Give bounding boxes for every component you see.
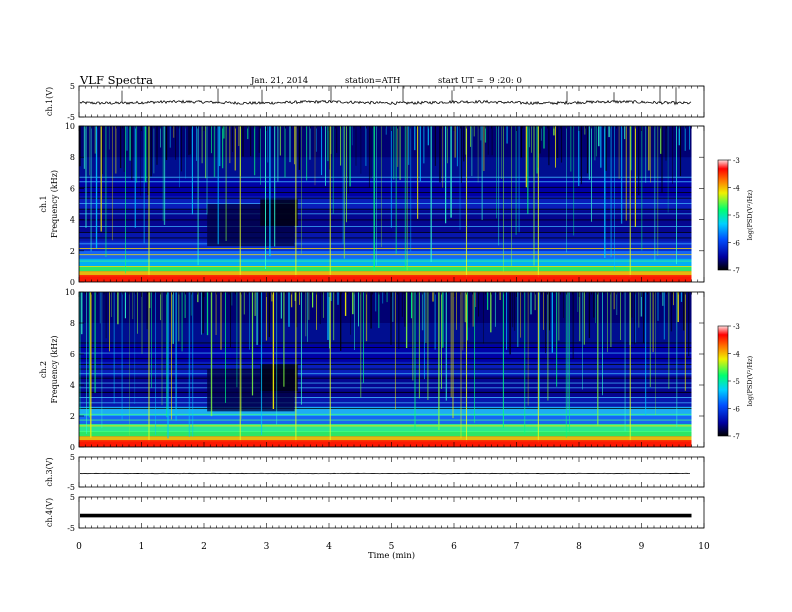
colorbar-tick-label: -6: [733, 240, 740, 248]
time-tick-label: 3: [264, 542, 270, 552]
frequency-band: [79, 431, 692, 437]
colorbar-tick-label: -5: [733, 378, 740, 386]
ch1-spectrogram-panel: 0 2 4 6 8 10 ch.1 Frequency (kHz): [39, 122, 705, 287]
ch2-spectrogram-panel: 0 2 4 6 8 10 ch.2 Frequency (kHz): [39, 288, 705, 452]
time-tick-label: 7: [514, 542, 520, 552]
colorbar-tick-label: -3: [733, 157, 740, 165]
station-label: station=ATH: [345, 76, 401, 86]
y-tick-label: -5: [67, 113, 75, 122]
start-time-label: start UT = 9 :20: 0: [438, 76, 522, 86]
lf-band: [79, 440, 692, 447]
colorbar-tick-label: -6: [733, 406, 740, 414]
ch1-waveform-panel: 5 -5 ch.1(V): [45, 82, 705, 122]
y-tick-label: 0: [70, 278, 75, 287]
y-tick-label: 0: [70, 443, 75, 452]
ch3-waveform-panel: 5 -5 ch.3(V): [45, 453, 705, 492]
colorbar-tick-label: -4: [733, 351, 740, 359]
y-tick-label: 8: [70, 153, 75, 162]
y-tick-label: -5: [67, 524, 75, 533]
y-tick-label: 5: [70, 82, 75, 91]
frequency-band: [79, 406, 692, 416]
chart-title: VLF Spectra: [80, 73, 154, 87]
frequency-band: [79, 423, 692, 432]
frequency-band: [79, 258, 692, 267]
colorbar-tick-label: -5: [733, 212, 740, 220]
y-tick-label: -5: [67, 483, 75, 492]
spectrogram-channel-label: ch.1: [39, 195, 48, 212]
ch1-colorbar: -3 -4 -5 -6 -7 log(PSD(V²/Hz): [717, 157, 754, 275]
time-tick-label: 0: [76, 542, 82, 552]
ch3-ylabel: ch.3(V): [45, 457, 54, 486]
frequency-band: [79, 266, 692, 272]
colorbar-tick-label: -7: [733, 267, 740, 275]
time-tick-label: 10: [698, 542, 710, 552]
colorbar-tick-label: -4: [733, 185, 740, 193]
frequency-band: [79, 157, 692, 180]
spectrogram-channel-label: ch.2: [39, 361, 48, 378]
y-tick-label: 4: [70, 216, 75, 225]
colorbar-label: log(PSD(V²/Hz): [746, 355, 754, 406]
frequency-band: [79, 232, 692, 242]
time-tick-label: 5: [389, 542, 395, 552]
time-tick-label: 9: [639, 542, 645, 552]
time-tick-label: 4: [326, 542, 332, 552]
y-tick-label: 2: [70, 412, 75, 421]
y-tick-label: 2: [70, 247, 75, 256]
y-tick-label: 6: [70, 184, 75, 193]
ch1-trace: [79, 99, 692, 106]
ch4-ylabel: ch.4(V): [45, 498, 54, 527]
frequency-band: [79, 436, 692, 442]
frequency-band: [79, 241, 692, 251]
ch4-waveform-panel: 5 -5 ch.4(V): [45, 493, 705, 533]
lf-band: [79, 274, 692, 282]
frequency-band: [79, 271, 692, 277]
y-tick-label: 4: [70, 381, 75, 390]
quiet-region: [260, 199, 298, 226]
y-tick-label: 10: [65, 122, 75, 131]
frequency-band: [79, 397, 692, 407]
quiet-region: [260, 364, 298, 392]
frequency-band: [79, 375, 692, 398]
y-tick-label: 8: [70, 319, 75, 328]
time-axis: 0 1 2 3 4 5 6 7 8 9 10 Time (min): [76, 542, 710, 561]
time-tick-label: 6: [451, 542, 457, 552]
time-tick-label: 1: [139, 542, 145, 552]
y-tick-label: 10: [65, 288, 75, 297]
colorbar-tick-label: -7: [733, 433, 740, 441]
frequency-band: [79, 126, 692, 158]
time-axis-label: Time (min): [368, 550, 415, 561]
y-tick-label: 5: [70, 453, 75, 462]
time-tick-label: 2: [201, 542, 207, 552]
spectrogram-frequency-label: Frequency (kHz): [50, 170, 59, 238]
spectrogram-frequency-label: Frequency (kHz): [50, 335, 59, 403]
date-label: Jan. 21, 2014: [251, 76, 309, 86]
frequency-band: [79, 292, 692, 323]
time-tick-label: 8: [576, 542, 582, 552]
frequency-band: [79, 323, 692, 345]
y-tick-label: 6: [70, 350, 75, 359]
ch1-ylabel: ch.1(V): [45, 87, 54, 116]
colorbar-label: log(PSD(V²/Hz): [746, 189, 754, 240]
colorbar-tick-label: -3: [733, 323, 740, 331]
y-tick-label: 5: [70, 493, 75, 502]
ch2-colorbar: -3 -4 -5 -6 -7 log(PSD(V²/Hz): [717, 323, 754, 441]
